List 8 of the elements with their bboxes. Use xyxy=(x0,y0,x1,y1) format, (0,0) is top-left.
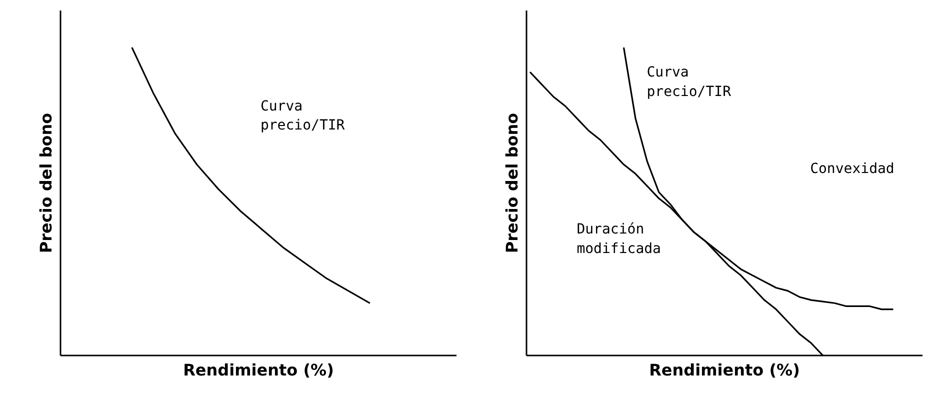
x-axis-title: Rendimiento (%) xyxy=(183,360,334,380)
annotation: Convexidad xyxy=(810,160,894,177)
x-axis-title: Rendimiento (%) xyxy=(649,360,800,380)
y-axis-title: Precio del bono xyxy=(502,112,522,254)
y-axis-title: Precio del bono xyxy=(36,112,56,254)
annotation: Curva precio/TIR xyxy=(646,64,732,100)
annotation: Duración modificada xyxy=(576,222,661,257)
annotation: Curva precio/TIR xyxy=(260,98,346,134)
